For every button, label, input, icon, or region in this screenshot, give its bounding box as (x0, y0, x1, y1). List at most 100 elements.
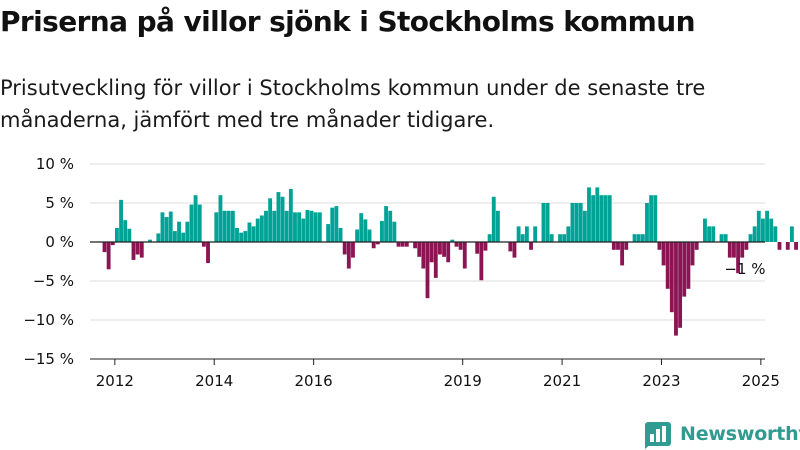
bar (578, 203, 583, 242)
bar (363, 219, 368, 242)
bar (429, 242, 434, 263)
bar (636, 234, 641, 242)
bar (421, 242, 426, 269)
bar (756, 210, 761, 242)
bar (288, 188, 293, 242)
brand-name: Newsworthy (680, 423, 800, 445)
bar (442, 242, 446, 257)
bar (222, 210, 227, 242)
bar (732, 242, 736, 258)
bar (558, 234, 562, 242)
y-tick-label: 10 % (36, 155, 74, 173)
bar (346, 242, 351, 269)
bar (719, 234, 724, 242)
bar (375, 242, 380, 245)
bar (524, 226, 529, 242)
bar (297, 212, 302, 242)
bar (574, 203, 579, 242)
bar (160, 212, 165, 242)
bar (131, 242, 136, 260)
bar (330, 207, 335, 242)
bar (483, 242, 488, 251)
bar (181, 232, 186, 242)
bar (235, 227, 239, 242)
bar (326, 224, 331, 242)
bar (433, 242, 438, 278)
bar (371, 242, 376, 249)
bar (529, 242, 533, 250)
bar (280, 196, 285, 242)
bar (301, 218, 306, 242)
bar (487, 234, 492, 242)
bar (599, 195, 604, 242)
bar (342, 242, 347, 255)
bar (251, 226, 256, 242)
bar (454, 242, 459, 247)
chart-title: Priserna på villor sjönk i Stockholms ko… (0, 5, 696, 38)
bar (338, 227, 343, 242)
bar (794, 242, 798, 250)
bar (711, 226, 716, 242)
bar (127, 228, 132, 242)
bar (156, 233, 161, 242)
bar (189, 204, 194, 242)
bar (682, 242, 687, 297)
bar (665, 242, 670, 289)
bar (168, 211, 173, 242)
bar (727, 242, 732, 258)
bar (740, 242, 745, 258)
bar (777, 242, 782, 250)
bar (624, 242, 629, 250)
x-tick-label: 2023 (642, 372, 680, 390)
bar (214, 212, 219, 242)
x-tick-label: 2021 (543, 372, 581, 390)
y-tick-label: −5 % (33, 272, 74, 290)
bar (562, 234, 567, 242)
bar (566, 226, 571, 242)
bar (736, 242, 741, 274)
bar (703, 218, 707, 242)
y-tick-label: −10 % (23, 311, 74, 329)
x-axis-ticks: 2012 2014 2016 2019 2021 2023 2025 (90, 358, 780, 390)
bar (380, 220, 384, 242)
bar (611, 242, 616, 250)
bar (259, 215, 264, 242)
bar (164, 217, 169, 242)
bar (400, 242, 405, 247)
bar (653, 195, 658, 242)
y-tick-label: 5 % (45, 194, 74, 212)
bar (674, 242, 678, 336)
bar (351, 242, 355, 258)
bar (748, 234, 753, 242)
bar (533, 226, 538, 242)
x-tick-label: 2016 (295, 372, 333, 390)
bar (603, 195, 608, 242)
bar (769, 218, 774, 242)
bar (239, 232, 244, 242)
bar (541, 203, 546, 242)
bar (114, 227, 119, 242)
bar (268, 198, 273, 242)
bar (272, 210, 277, 242)
bar (359, 213, 364, 242)
bar (616, 242, 620, 250)
bar (479, 242, 484, 281)
bar (491, 196, 496, 242)
bar (744, 242, 749, 250)
bar (595, 187, 600, 242)
bar (218, 195, 223, 242)
bar (148, 239, 152, 242)
bar (582, 210, 587, 242)
newsworthy-chart-icon (645, 422, 671, 449)
bars (102, 187, 798, 336)
bar (657, 242, 662, 250)
latest-value-label: −1 % (724, 260, 765, 278)
bar (309, 210, 314, 242)
y-axis-tick-labels: 10 % 5 % 0 % −5 % −10 % −15 % (23, 155, 74, 368)
bar (765, 210, 769, 242)
bar (185, 221, 190, 242)
bar (686, 242, 691, 289)
bar (264, 210, 268, 242)
chart-subtitle: Prisutveckling för villor i Stockholms k… (0, 76, 706, 132)
bar (243, 231, 248, 242)
